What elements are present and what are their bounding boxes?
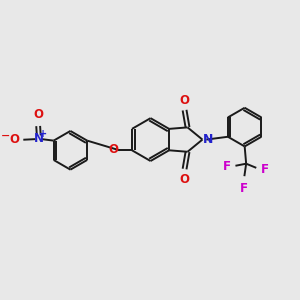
Text: O: O <box>108 143 118 156</box>
Text: N: N <box>34 132 44 145</box>
Text: F: F <box>260 163 268 176</box>
Text: O: O <box>180 172 190 186</box>
Text: F: F <box>223 160 231 173</box>
Text: F: F <box>240 182 248 194</box>
Text: O: O <box>33 108 43 121</box>
Text: +: + <box>39 129 47 140</box>
Text: N: N <box>203 133 213 146</box>
Text: O: O <box>9 133 19 146</box>
Text: O: O <box>180 94 190 106</box>
Text: −: − <box>1 130 10 141</box>
